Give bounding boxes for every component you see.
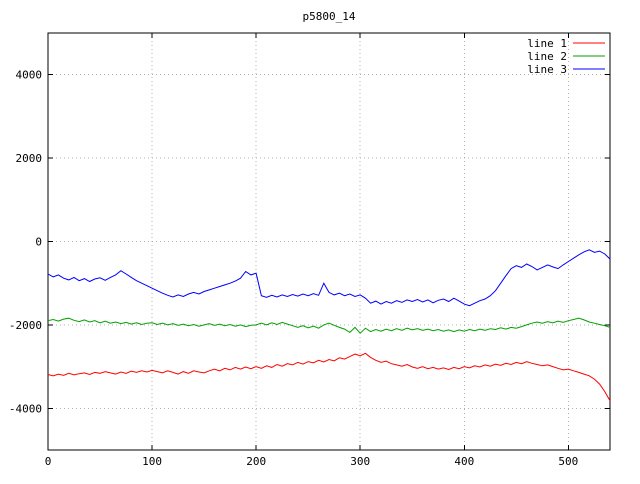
x-tick-label: 400: [454, 455, 474, 468]
series-line-2: [47, 317, 611, 334]
y-tick-label: -4000: [9, 402, 42, 415]
series-line-1: [47, 352, 611, 402]
x-tick-label: 300: [350, 455, 370, 468]
series-line-3: [47, 249, 611, 307]
y-tick-label: 4000: [16, 69, 43, 82]
y-tick-label: 0: [35, 236, 42, 249]
chart-title: p5800_14: [303, 10, 356, 23]
legend-label: line 3: [527, 63, 567, 76]
x-tick-label: 100: [142, 455, 162, 468]
legend-label: line 2: [527, 50, 567, 63]
legend-label: line 1: [527, 37, 567, 50]
y-tick-label: 2000: [16, 152, 43, 165]
x-tick-label: 200: [246, 455, 266, 468]
x-tick-label: 500: [558, 455, 578, 468]
y-tick-label: -2000: [9, 319, 42, 332]
x-tick-label: 0: [45, 455, 52, 468]
axis-ticks: [47, 33, 610, 450]
